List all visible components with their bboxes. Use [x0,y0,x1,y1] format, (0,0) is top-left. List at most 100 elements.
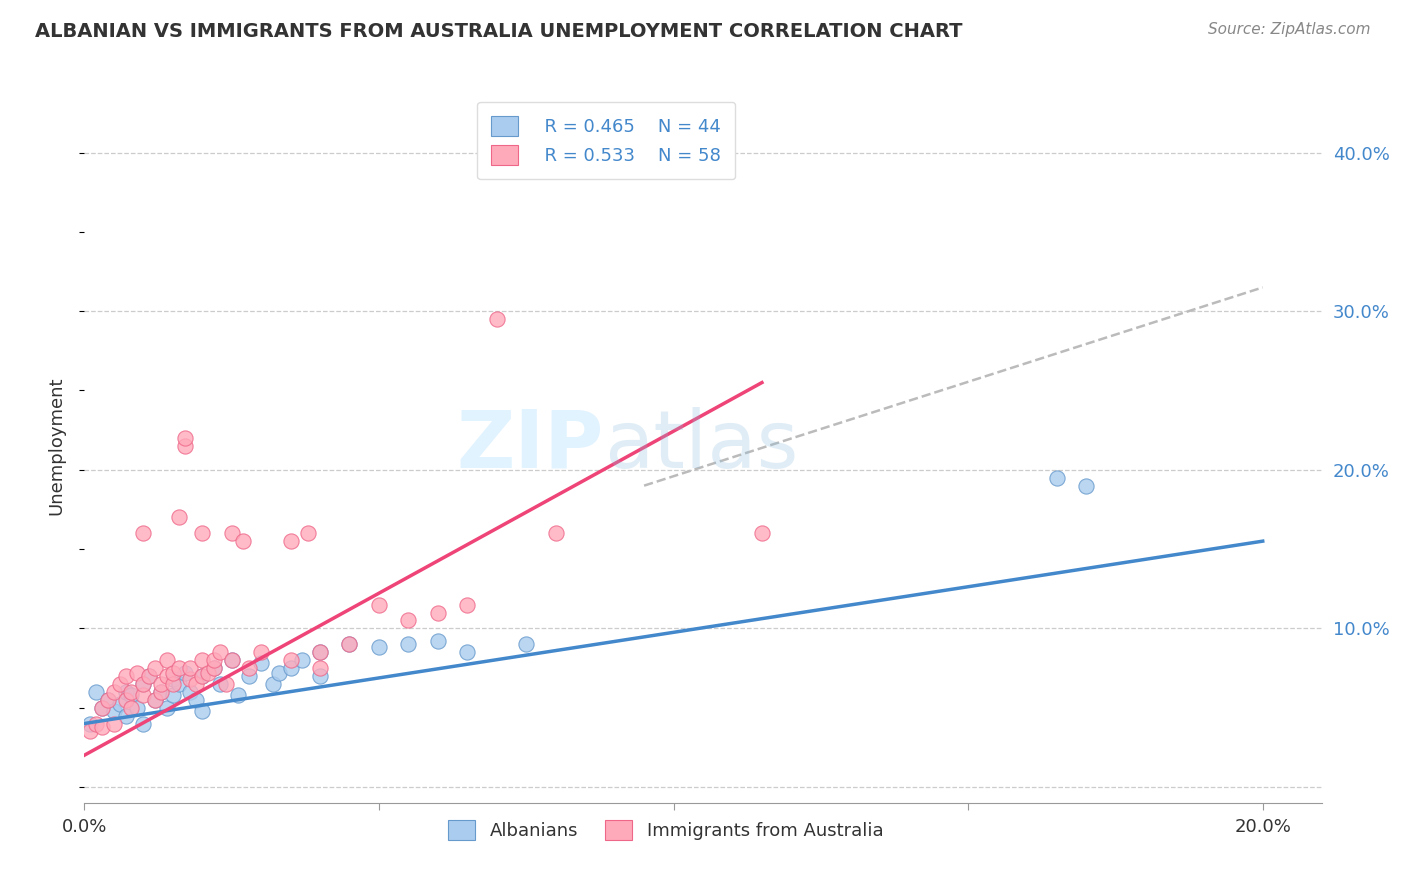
Point [132,716,155,731]
Point [202,653,225,667]
Point [132,688,155,702]
Point [179,661,201,675]
Point [232,534,254,549]
Point [368,640,391,655]
Point [226,688,249,702]
Point [309,645,332,659]
Text: ZIP: ZIP [457,407,605,485]
Point [103,716,125,731]
Text: atlas: atlas [605,407,799,485]
Point [1045,471,1067,485]
Point [191,653,214,667]
Point [97,692,120,706]
Point [215,677,238,691]
Point [91,700,114,714]
Point [186,692,208,706]
Point [143,692,166,706]
Point [309,661,332,675]
Point [103,704,125,718]
Point [114,685,136,699]
Point [280,653,302,667]
Point [191,526,214,541]
Text: Source: ZipAtlas.com: Source: ZipAtlas.com [1208,22,1371,37]
Point [132,677,155,691]
Point [191,669,214,683]
Point [262,677,284,691]
Point [156,700,179,714]
Point [179,685,201,699]
Point [127,700,149,714]
Point [202,661,225,675]
Point [121,700,143,714]
Point [91,720,114,734]
Point [456,645,478,659]
Point [267,665,290,680]
Point [456,598,478,612]
Point [156,669,179,683]
Point [544,526,567,541]
Point [167,510,190,524]
Point [114,669,136,683]
Point [79,724,101,739]
Point [426,606,449,620]
Point [167,661,190,675]
Point [108,677,131,691]
Point [186,677,208,691]
Point [280,534,302,549]
Point [1074,478,1097,492]
Point [197,665,219,680]
Point [179,672,201,686]
Text: ALBANIAN VS IMMIGRANTS FROM AUSTRALIA UNEMPLOYMENT CORRELATION CHART: ALBANIAN VS IMMIGRANTS FROM AUSTRALIA UN… [35,22,963,41]
Point [202,661,225,675]
Point [162,672,184,686]
Point [127,665,149,680]
Point [221,653,243,667]
Point [121,685,143,699]
Point [250,645,273,659]
Point [91,700,114,714]
Point [156,653,179,667]
Point [97,692,120,706]
Point [132,526,155,541]
Point [238,669,260,683]
Point [297,526,319,541]
Point [173,439,195,453]
Point [138,669,160,683]
Point [368,598,391,612]
Point [84,716,107,731]
Point [108,698,131,712]
Point [485,312,508,326]
Point [339,637,361,651]
Point [515,637,537,651]
Point [309,669,332,683]
Point [114,708,136,723]
Point [149,677,172,691]
Point [238,661,260,675]
Point [162,677,184,691]
Point [751,526,773,541]
Point [167,677,190,691]
Point [162,665,184,680]
Point [143,661,166,675]
Point [84,685,107,699]
Legend: Albanians, Immigrants from Australia: Albanians, Immigrants from Australia [441,813,891,847]
Point [221,526,243,541]
Point [121,688,143,702]
Point [173,431,195,445]
Point [291,653,314,667]
Point [132,677,155,691]
Point [250,657,273,671]
Point [138,669,160,683]
Point [208,645,231,659]
Point [79,716,101,731]
Point [396,614,419,628]
Y-axis label: Unemployment: Unemployment [48,376,66,516]
Point [426,634,449,648]
Point [221,653,243,667]
Point [103,685,125,699]
Point [191,669,214,683]
Point [339,637,361,651]
Point [173,665,195,680]
Point [208,677,231,691]
Point [309,645,332,659]
